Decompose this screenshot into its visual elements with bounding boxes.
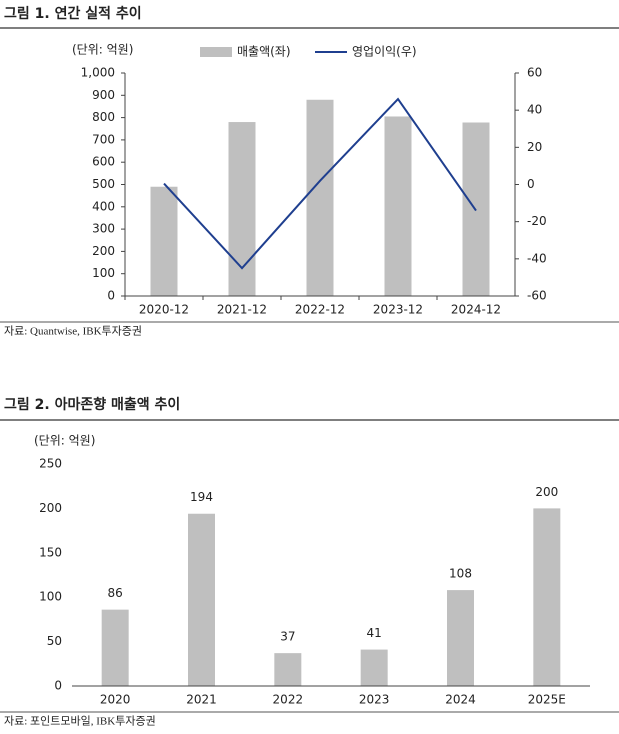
y-tick-label: 150	[39, 545, 62, 559]
y-tick-label: 300	[92, 222, 115, 236]
unit-label: (단위: 억원)	[72, 43, 133, 57]
x-tick-label: 2020-12	[139, 303, 189, 317]
y2-tick-label: 60	[527, 66, 542, 80]
bar	[384, 116, 412, 296]
y-tick-label: 700	[92, 132, 115, 146]
y2-tick-label: -40	[527, 251, 547, 265]
y-tick-label: 100	[92, 266, 115, 280]
x-tick-label: 2023	[359, 693, 390, 707]
y-tick-label: 900	[92, 88, 115, 102]
x-tick-label: 2025E	[528, 693, 566, 707]
y-tick-label: 200	[39, 501, 62, 515]
bar	[533, 508, 561, 686]
x-tick-label: 2024-12	[451, 303, 501, 317]
y2-tick-label: -60	[527, 289, 547, 303]
y-tick-label: 200	[92, 244, 115, 258]
data-label: 86	[108, 586, 123, 600]
unit-label: (단위: 억원)	[34, 434, 95, 448]
y-tick-label: 0	[54, 679, 62, 693]
figure-title: 그림 1. 연간 실적 추이	[4, 5, 142, 22]
y2-tick-label: -20	[527, 214, 547, 228]
bar	[360, 649, 388, 686]
line	[163, 97, 477, 270]
x-tick-label: 2021-12	[217, 303, 267, 317]
x-tick-label: 2021	[186, 693, 217, 707]
y-tick-label: 400	[92, 199, 115, 213]
y2-tick-label: 40	[527, 103, 542, 117]
y-tick-label: 800	[92, 110, 115, 124]
legend-label: 매출액(좌)	[237, 45, 291, 59]
y2-tick-label: 20	[527, 140, 542, 154]
bar	[150, 186, 178, 296]
data-label: 200	[535, 485, 558, 499]
legend-label: 영업이익(우)	[352, 45, 417, 59]
x-tick-label: 2020	[100, 693, 131, 707]
source: 자료: Quantwise, IBK투자증권	[4, 325, 142, 338]
data-label: 108	[449, 567, 472, 581]
bar	[447, 590, 474, 686]
y-tick-label: 0	[107, 289, 115, 303]
bar	[228, 122, 256, 296]
bar	[188, 513, 215, 686]
bar	[101, 609, 129, 686]
bar	[306, 99, 334, 296]
figure-title: 그림 2. 아마존향 매출액 추이	[4, 396, 180, 413]
y-tick-label: 50	[47, 634, 62, 648]
y-tick-label: 250	[39, 457, 62, 471]
data-label: 41	[367, 626, 382, 640]
y-tick-label: 500	[92, 177, 115, 191]
x-tick-label: 2022	[273, 693, 304, 707]
y-tick-label: 100	[39, 590, 62, 604]
y-tick-label: 600	[92, 155, 115, 169]
source: 자료: 포인트모바일, IBK투자증권	[4, 714, 156, 728]
x-tick-label: 2024	[445, 693, 476, 707]
data-label: 194	[190, 490, 213, 504]
y-tick-label: 1,000	[81, 66, 115, 80]
legend-swatch	[200, 47, 232, 57]
x-tick-label: 2022-12	[295, 303, 345, 317]
bar	[274, 653, 302, 686]
y2-tick-label: 0	[527, 177, 535, 191]
x-tick-label: 2023-12	[373, 303, 423, 317]
data-label: 37	[280, 630, 295, 644]
